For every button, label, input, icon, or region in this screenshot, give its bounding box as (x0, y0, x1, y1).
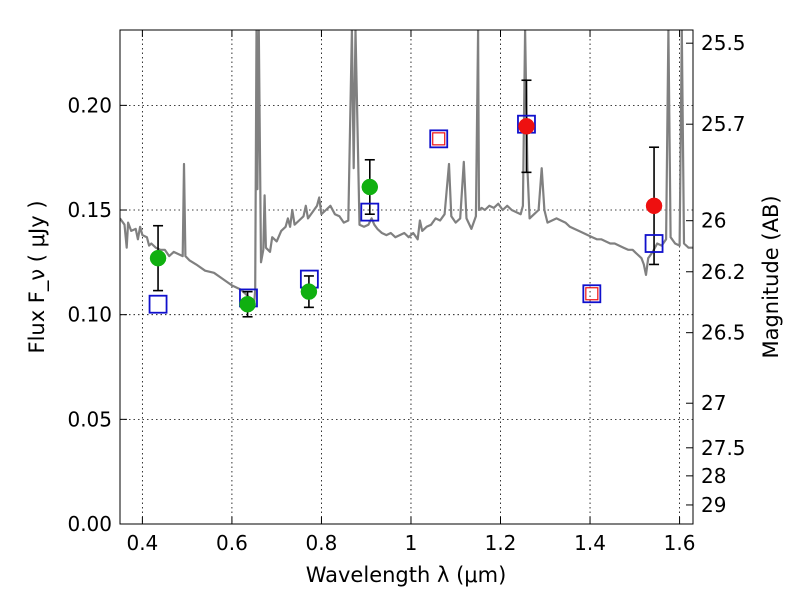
model-spectrum-layer (120, 30, 693, 304)
y2-tick-label: 26.5 (701, 321, 746, 345)
y2-tick-label: 26.2 (701, 260, 746, 284)
model-band-square (148, 294, 168, 314)
model-band-square-inner (432, 132, 446, 146)
plot-frame (119, 29, 694, 525)
y-tick-label: 0.15 (67, 198, 112, 222)
photometry-point (149, 249, 167, 267)
model-spectrum-line (120, 30, 693, 304)
x-tick-label: 0.8 (306, 531, 338, 555)
model-band-square (644, 234, 664, 253)
photometry-point (239, 295, 256, 313)
y2-tick-label: 25.7 (701, 112, 746, 136)
y2-axis-label: Magnitude (AB) (759, 195, 783, 358)
x-tick-label: 1 (405, 531, 418, 555)
y-tick-label: 0.20 (67, 93, 112, 117)
y-tick-label: 0.05 (67, 407, 112, 431)
y2-tick-label: 29 (701, 493, 726, 517)
y2-tick-label: 26 (701, 209, 726, 233)
model-band-square (429, 129, 449, 149)
photometry-point (645, 197, 663, 215)
x-tick-label: 1.6 (664, 531, 696, 555)
y2-tick-label: 25.5 (701, 31, 746, 55)
photometry-point (300, 283, 318, 300)
y-axis-label: Flux F_ν ( μJy ) (25, 200, 50, 353)
x-tick-label: 0.6 (216, 531, 248, 555)
x-tick-label: 1.2 (485, 531, 517, 555)
photometry-point (361, 178, 379, 196)
y2-tick-label: 27 (701, 391, 726, 415)
y-tick-label: 0.00 (67, 512, 112, 536)
x-tick-label: 1.4 (574, 531, 606, 555)
x-axis-label: Wavelength λ (μm) (306, 563, 507, 587)
model-band-square-inner (585, 287, 599, 301)
y2-tick-label: 27.5 (701, 436, 746, 460)
model-band-square (582, 284, 602, 304)
y-tick-label: 0.10 (67, 303, 112, 327)
photometry-layer (148, 79, 664, 318)
model-band-square (360, 202, 380, 222)
photometry-point (518, 118, 535, 135)
grid (120, 30, 693, 524)
y2-tick-label: 28 (701, 464, 726, 488)
x-tick-label: 0.4 (126, 531, 158, 555)
axis-ticks: 0.4 0.6 0.8 1 1.2 1.4 1.6 0.00 0.05 0.10 0.15 0.20 2… (67, 30, 746, 555)
